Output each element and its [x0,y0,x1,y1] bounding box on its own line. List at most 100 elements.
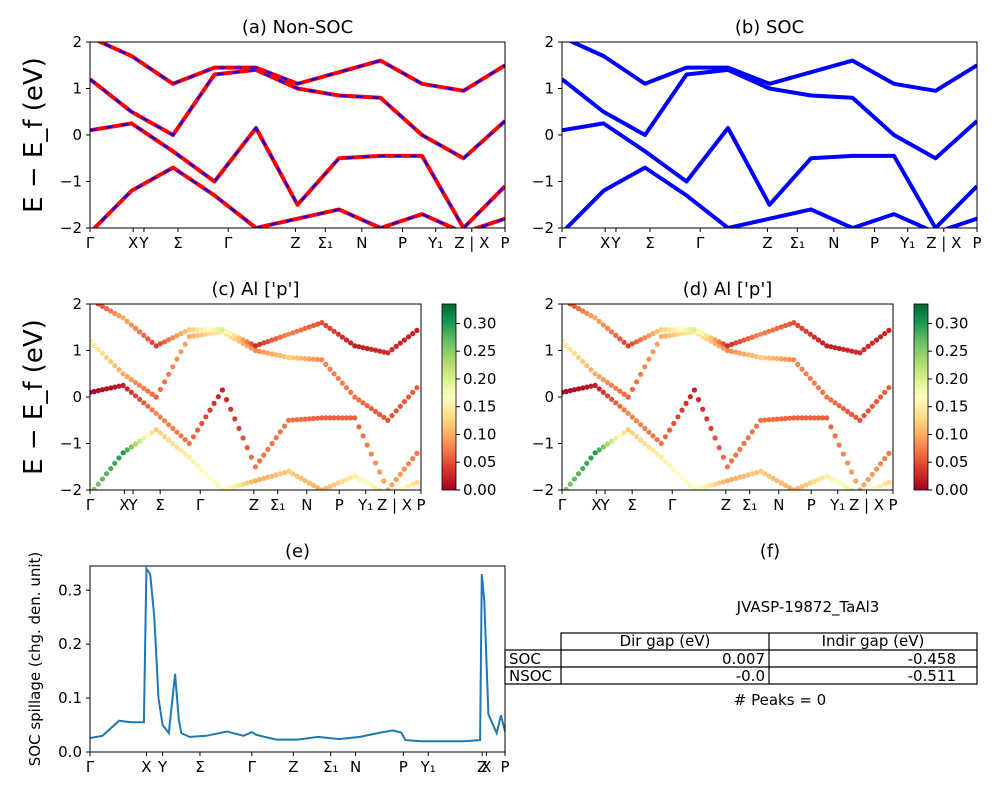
band-point [294,355,300,361]
band-point [886,327,892,333]
band-point [211,400,217,406]
band-point [712,435,718,441]
band-line [90,121,505,228]
band-point [679,475,685,481]
band-point [261,452,267,458]
band-point [223,329,230,335]
band-point [265,350,271,356]
y-axis-label: SOC spillage (chg. den. unit) [26,552,44,767]
band-point [261,349,267,355]
band-point [414,327,420,333]
band-point [716,480,722,486]
band-point [335,480,341,486]
band-point [132,441,139,447]
band-point [629,341,635,347]
panel-f-title: (f) [760,541,780,562]
band-point [327,483,333,490]
band-point [658,440,664,447]
band-point [654,341,660,347]
band-point [265,446,271,452]
band-line [567,42,977,93]
band-point [252,347,259,354]
band-point [671,420,677,426]
band-point [679,407,685,413]
band-point [166,437,172,443]
x-tick-label: Z [290,234,300,252]
band-point [865,343,871,349]
x-tick-label: Y₁ [420,758,436,776]
band-point [770,327,776,333]
band-point [397,340,403,346]
band-point [364,345,370,352]
band-point [223,486,230,490]
band-point [99,304,105,309]
x-tick-label: N [356,234,367,252]
band-point [199,467,205,473]
band-point [141,385,147,391]
band-point [99,476,105,482]
x-tick-label: P [399,758,408,776]
band-point [592,450,598,456]
band-point [609,438,615,444]
y-tick-label: 1 [72,80,82,98]
x-tick-label: Σ [155,496,164,514]
band-point [352,473,358,479]
band-point [294,473,300,479]
band-point [667,427,673,433]
table-header-dir: Dir gap (eV) [620,632,711,650]
band-point [232,416,238,422]
colorbar-tick-label: 0.30 [935,314,968,332]
colorbar-tick-label: 0.20 [935,370,968,388]
band-point [844,408,851,415]
band-point [195,427,201,433]
band-point [592,382,598,388]
band-point [758,468,764,474]
band-point [248,345,254,351]
band-point [323,322,329,329]
band-point [315,356,321,363]
band-point [869,471,875,477]
band-point [712,481,718,487]
band-point [803,415,809,421]
band-point [878,483,884,489]
band-point [286,331,292,337]
band-point [166,422,172,428]
band-point [240,340,246,347]
colorbar-tick-label: 0.15 [935,398,968,416]
panel-title: (d) Al ['p'] [683,279,773,300]
y-tick-label: 1 [544,342,554,360]
band-point [787,321,793,327]
band-point [112,310,118,316]
band-point [182,451,188,457]
band-point [364,403,370,409]
band-point [762,417,768,423]
band-point [580,465,586,472]
band-point [683,479,689,485]
band-point [294,417,300,423]
band-point [849,411,855,417]
band-point [770,416,776,422]
band-point [339,334,345,340]
band-point [356,475,362,481]
y-tick-label: −2 [532,481,554,499]
band-point [687,483,693,489]
band-point [762,471,768,477]
band-point [252,343,259,349]
band-point [774,356,780,362]
band-point [716,339,722,345]
band-point [679,331,685,337]
band-point [364,442,370,448]
band-point [753,470,760,476]
band-point [832,400,838,406]
band-point [343,476,350,483]
band-point [339,415,345,421]
band-point [166,337,172,343]
band-point [211,479,217,485]
band-point [662,333,669,339]
band-point [356,424,362,430]
band-point [120,371,126,377]
band-point [331,482,337,488]
band-point [650,447,656,454]
band-point [700,406,706,412]
